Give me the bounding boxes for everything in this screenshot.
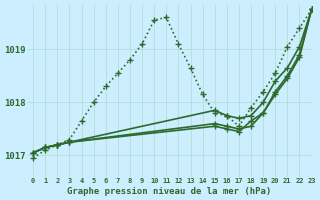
X-axis label: Graphe pression niveau de la mer (hPa): Graphe pression niveau de la mer (hPa) (67, 187, 271, 196)
